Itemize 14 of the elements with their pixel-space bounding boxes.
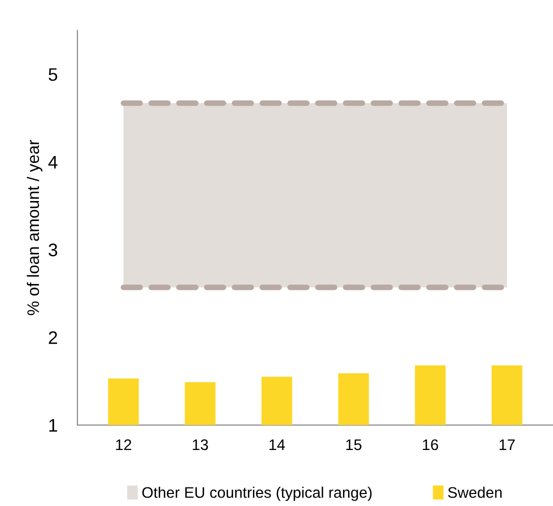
y-tick-label: 3 [48, 244, 58, 256]
legend-label: Sweden [448, 486, 502, 498]
y-tick-label: 2 [48, 331, 58, 344]
x-tick-label: 15 [346, 439, 362, 450]
x-tick-label: 16 [422, 439, 438, 450]
y-axis-title: % of loan amount / year [26, 140, 42, 316]
x-tick-label: 17 [500, 439, 515, 450]
y-tick-label: 1 [49, 419, 58, 432]
x-tick-label: 13 [192, 439, 208, 450]
y-tick-label: 5 [48, 68, 58, 81]
y-tick-label: 4 [48, 156, 58, 168]
legend-label: Other EU countries (typical range) [142, 486, 372, 501]
x-tick-label: 14 [270, 439, 285, 450]
x-tick-label: 12 [116, 439, 132, 450]
